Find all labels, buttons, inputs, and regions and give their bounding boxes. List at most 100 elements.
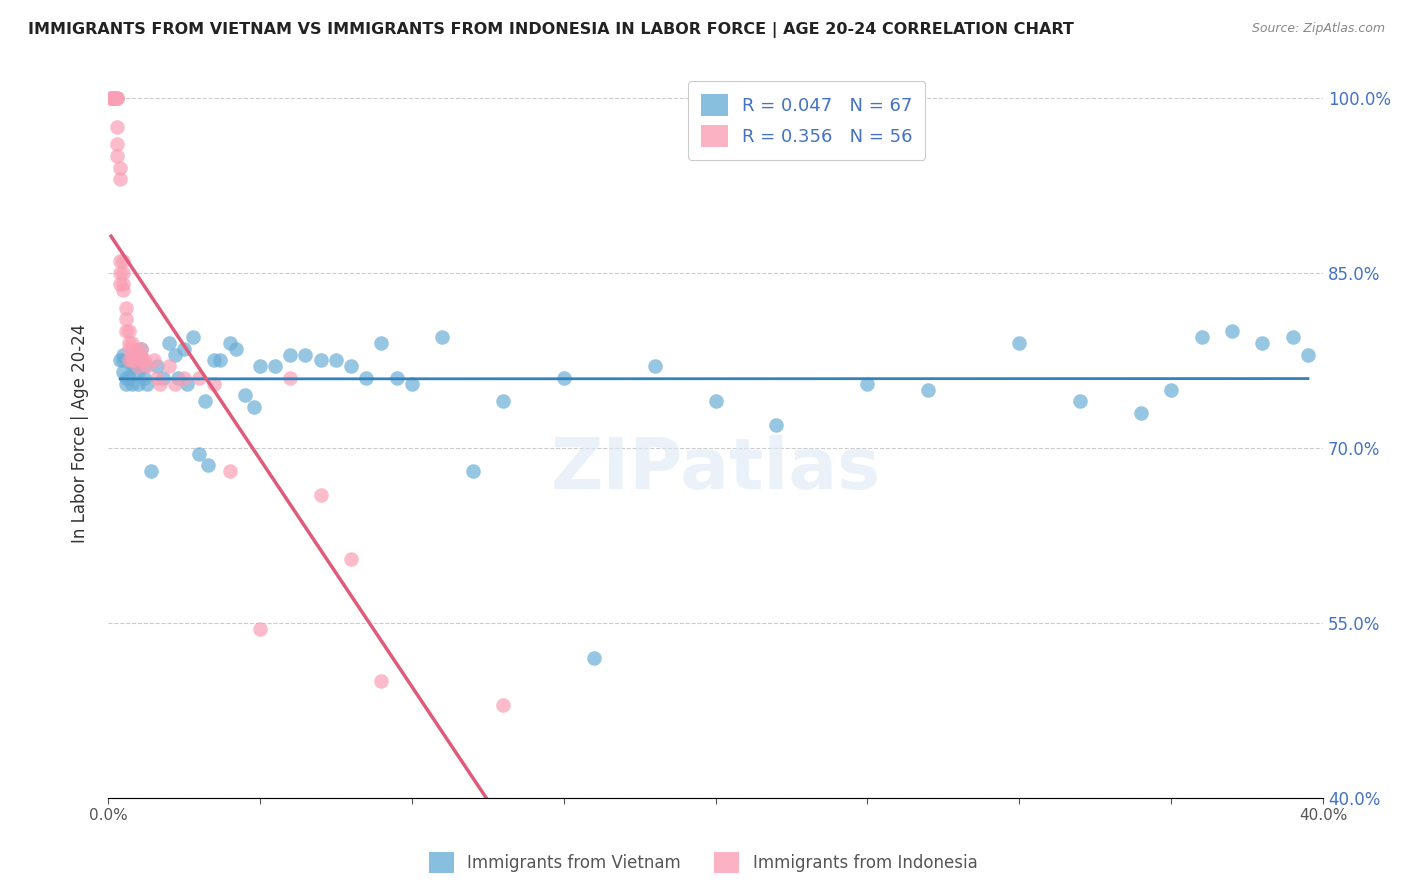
Point [340,359,363,374]
Point [103,91,125,105]
Point [309,353,332,368]
Point [157,359,180,374]
Point [105,149,128,163]
Point [105,91,128,105]
Point [105,120,128,134]
Point [1220,324,1243,338]
Point [218,464,240,478]
Point [149,376,172,391]
Point [112,277,135,292]
Point [553,371,575,385]
Point [1191,330,1213,344]
Text: Source: ZipAtlas.com: Source: ZipAtlas.com [1251,22,1385,36]
Point [249,359,271,374]
Point [202,353,225,368]
Point [127,359,149,374]
Point [103,91,125,105]
Point [173,371,195,385]
Point [167,371,190,385]
Point [145,371,167,385]
Point [163,376,186,391]
Point [124,359,146,374]
Point [127,376,149,391]
Legend: Immigrants from Vietnam, Immigrants from Indonesia: Immigrants from Vietnam, Immigrants from… [422,846,984,880]
Point [176,376,198,391]
Point [461,464,484,478]
Point [152,371,174,385]
Text: ZIPatlas: ZIPatlas [551,435,880,504]
Point [127,347,149,361]
Point [124,353,146,368]
Point [1160,383,1182,397]
Point [118,371,141,385]
Point [105,137,128,152]
Point [121,359,143,374]
Point [340,551,363,566]
Y-axis label: In Labor Force | Age 20-24: In Labor Force | Age 20-24 [72,324,89,543]
Point [243,400,266,414]
Point [583,651,606,665]
Point [157,335,180,350]
Point [278,347,301,361]
Point [112,266,135,280]
Point [188,447,211,461]
Point [492,394,515,409]
Point [225,342,247,356]
Point [209,353,232,368]
Point [492,698,515,712]
Point [1069,394,1091,409]
Point [134,371,156,385]
Point [134,353,156,368]
Point [127,365,149,379]
Point [856,376,879,391]
Point [100,91,122,105]
Point [194,394,217,409]
Point [108,172,131,186]
Text: IMMIGRANTS FROM VIETNAM VS IMMIGRANTS FROM INDONESIA IN LABOR FORCE | AGE 20-24 : IMMIGRANTS FROM VIETNAM VS IMMIGRANTS FR… [28,22,1074,38]
Legend: R = 0.047   N = 67, R = 0.356   N = 56: R = 0.047 N = 67, R = 0.356 N = 56 [688,81,925,160]
Point [202,376,225,391]
Point [181,330,204,344]
Point [124,342,146,356]
Point [127,359,149,374]
Point [197,458,219,473]
Point [118,335,141,350]
Point [131,353,153,368]
Point [325,353,347,368]
Point [401,376,423,391]
Point [233,388,256,402]
Point [173,342,195,356]
Point [108,254,131,268]
Point [118,324,141,338]
Point [142,353,165,368]
Point [121,335,143,350]
Point [121,376,143,391]
Point [370,674,392,689]
Point [134,359,156,374]
Point [430,330,453,344]
Point [115,376,138,391]
Point [121,347,143,361]
Point [278,371,301,385]
Point [139,464,162,478]
Point [136,376,159,391]
Point [1008,335,1031,350]
Point [131,347,153,361]
Point [188,371,211,385]
Point [136,359,159,374]
Point [145,359,167,374]
Point [112,283,135,297]
Point [108,277,131,292]
Point [105,91,128,105]
Point [917,383,939,397]
Point [100,91,122,105]
Point [105,91,128,105]
Point [131,342,153,356]
Point [124,347,146,361]
Point [1251,335,1274,350]
Point [309,487,332,501]
Point [163,347,186,361]
Point [644,359,666,374]
Point [1129,406,1152,420]
Point [112,347,135,361]
